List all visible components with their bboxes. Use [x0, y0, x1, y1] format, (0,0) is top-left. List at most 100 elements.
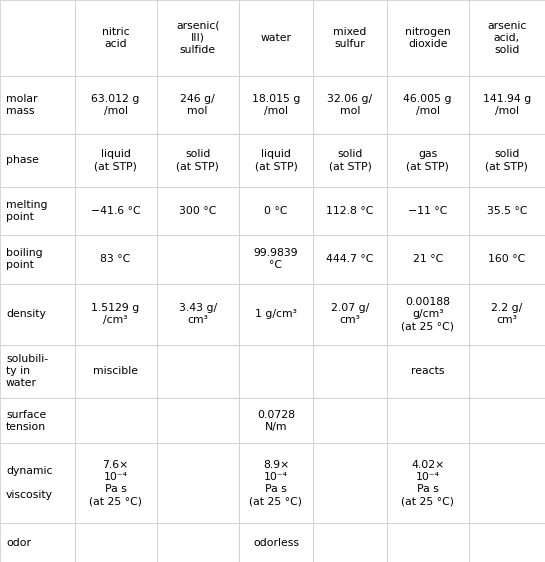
Bar: [75, 345, 156, 398]
Bar: [239, 284, 313, 345]
Bar: [75, 235, 156, 284]
Bar: [239, 187, 313, 235]
Text: solid
(at STP): solid (at STP): [329, 149, 371, 171]
Text: 444.7 °C: 444.7 °C: [326, 255, 374, 265]
Bar: [156, 284, 239, 345]
Bar: [313, 235, 386, 284]
Text: arsenic
acid,
solid: arsenic acid, solid: [487, 21, 526, 55]
Text: 4.02×
10⁻⁴
Pa s
(at 25 °C): 4.02× 10⁻⁴ Pa s (at 25 °C): [401, 460, 454, 506]
Bar: [469, 523, 545, 562]
Bar: [0, 345, 75, 398]
Text: 0.0728
N/m: 0.0728 N/m: [257, 410, 295, 432]
Text: −41.6 °C: −41.6 °C: [91, 206, 141, 216]
Bar: [239, 76, 313, 134]
Bar: [0, 523, 75, 562]
Bar: [156, 443, 239, 523]
Text: liquid
(at STP): liquid (at STP): [94, 149, 137, 171]
Bar: [156, 398, 239, 443]
Bar: [386, 235, 469, 284]
Bar: [75, 284, 156, 345]
Text: 246 g/
mol: 246 g/ mol: [180, 94, 215, 116]
Bar: [386, 443, 469, 523]
Text: 3.43 g/
cm³: 3.43 g/ cm³: [179, 303, 217, 325]
Text: 300 °C: 300 °C: [179, 206, 216, 216]
Bar: [386, 523, 469, 562]
Text: phase: phase: [6, 156, 39, 165]
Text: 112.8 °C: 112.8 °C: [326, 206, 374, 216]
Bar: [313, 0, 386, 76]
Bar: [239, 523, 313, 562]
Text: 141.94 g
/mol: 141.94 g /mol: [483, 94, 531, 116]
Text: 21 °C: 21 °C: [413, 255, 443, 265]
Bar: [313, 523, 386, 562]
Text: reacts: reacts: [411, 366, 444, 377]
Bar: [75, 523, 156, 562]
Bar: [75, 398, 156, 443]
Bar: [239, 235, 313, 284]
Text: mixed
sulfur: mixed sulfur: [333, 27, 367, 49]
Text: 32.06 g/
mol: 32.06 g/ mol: [328, 94, 373, 116]
Bar: [469, 235, 545, 284]
Text: odorless: odorless: [253, 538, 299, 548]
Bar: [386, 398, 469, 443]
Bar: [0, 134, 75, 187]
Bar: [469, 0, 545, 76]
Text: 1 g/cm³: 1 g/cm³: [255, 309, 297, 319]
Text: 7.6×
10⁻⁴
Pa s
(at 25 °C): 7.6× 10⁻⁴ Pa s (at 25 °C): [89, 460, 142, 506]
Text: solid
(at STP): solid (at STP): [486, 149, 528, 171]
Text: boiling
point: boiling point: [6, 248, 43, 270]
Text: molar
mass: molar mass: [6, 94, 38, 116]
Bar: [313, 187, 386, 235]
Text: 8.9×
10⁻⁴
Pa s
(at 25 °C): 8.9× 10⁻⁴ Pa s (at 25 °C): [250, 460, 302, 506]
Text: density: density: [6, 309, 46, 319]
Bar: [0, 235, 75, 284]
Text: water: water: [261, 33, 292, 43]
Bar: [313, 398, 386, 443]
Bar: [75, 443, 156, 523]
Text: miscible: miscible: [93, 366, 138, 377]
Bar: [313, 284, 386, 345]
Text: 99.9839
°C: 99.9839 °C: [253, 248, 298, 270]
Text: 46.005 g
/mol: 46.005 g /mol: [403, 94, 452, 116]
Bar: [75, 0, 156, 76]
Text: 63.012 g
/mol: 63.012 g /mol: [92, 94, 140, 116]
Bar: [75, 76, 156, 134]
Bar: [386, 345, 469, 398]
Bar: [469, 345, 545, 398]
Bar: [239, 0, 313, 76]
Text: arsenic(
III)
sulfide: arsenic( III) sulfide: [176, 21, 220, 55]
Bar: [469, 398, 545, 443]
Text: surface
tension: surface tension: [6, 410, 46, 432]
Text: 2.2 g/
cm³: 2.2 g/ cm³: [491, 303, 523, 325]
Bar: [156, 345, 239, 398]
Text: 1.5129 g
/cm³: 1.5129 g /cm³: [92, 303, 140, 325]
Text: odor: odor: [6, 538, 31, 548]
Bar: [156, 76, 239, 134]
Text: 0.00188
g/cm³
(at 25 °C): 0.00188 g/cm³ (at 25 °C): [401, 297, 454, 331]
Bar: [156, 134, 239, 187]
Bar: [156, 0, 239, 76]
Bar: [239, 398, 313, 443]
Bar: [0, 76, 75, 134]
Bar: [469, 284, 545, 345]
Bar: [386, 134, 469, 187]
Text: 35.5 °C: 35.5 °C: [487, 206, 527, 216]
Bar: [469, 443, 545, 523]
Bar: [313, 76, 386, 134]
Bar: [386, 76, 469, 134]
Text: liquid
(at STP): liquid (at STP): [255, 149, 298, 171]
Bar: [239, 443, 313, 523]
Bar: [75, 134, 156, 187]
Bar: [239, 345, 313, 398]
Bar: [75, 187, 156, 235]
Bar: [0, 284, 75, 345]
Text: gas
(at STP): gas (at STP): [406, 149, 449, 171]
Text: 0 °C: 0 °C: [264, 206, 288, 216]
Bar: [0, 0, 75, 76]
Bar: [469, 187, 545, 235]
Bar: [0, 398, 75, 443]
Bar: [469, 76, 545, 134]
Bar: [386, 0, 469, 76]
Bar: [313, 134, 386, 187]
Text: solid
(at STP): solid (at STP): [176, 149, 219, 171]
